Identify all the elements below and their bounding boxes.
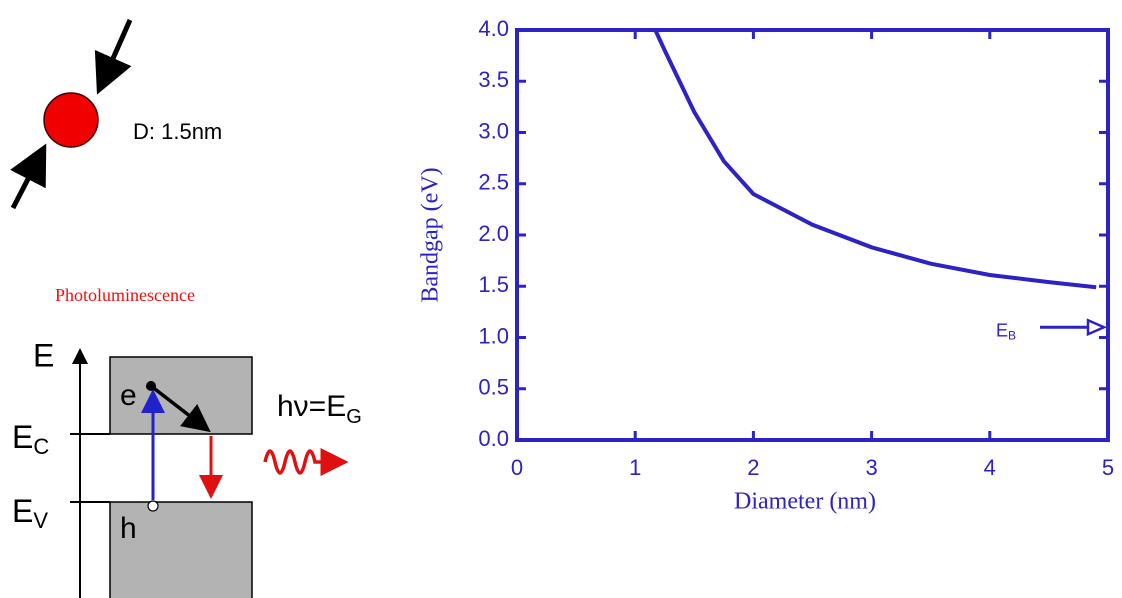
y-tick-label: 3.5: [478, 67, 509, 92]
band-diagram: [70, 348, 349, 598]
particle: [10, 18, 133, 210]
y-tick-label: 0.5: [478, 375, 509, 400]
ec-sub: C: [33, 434, 49, 459]
ev-sub: V: [33, 508, 48, 533]
photon-sub: G: [346, 406, 362, 428]
x-tick-label: 3: [865, 455, 877, 480]
y-tick-label: 2.5: [478, 170, 509, 195]
ec-main: E: [12, 419, 33, 455]
annotation-arrowhead: [1086, 318, 1108, 337]
y-axis-label: Bandgap (eV): [418, 167, 444, 302]
hole-label: h: [120, 512, 137, 545]
x-axis-label: Diameter (nm): [734, 489, 876, 515]
size-label: D: 1.5nm: [133, 119, 222, 144]
ev-label: EV: [12, 493, 48, 532]
photon-label: hν=EG: [277, 390, 362, 428]
annotation-sub: B: [1008, 328, 1016, 342]
x-tick-label: 5: [1102, 455, 1114, 480]
y-tick-label: 2.0: [478, 221, 509, 246]
energy-label: E: [33, 337, 54, 373]
curve: [653, 29, 1097, 290]
electron-label: e: [120, 379, 137, 412]
y-tick-label: 0.0: [478, 426, 509, 451]
photon-main: hν=E: [277, 390, 346, 423]
x-tick-label: 0: [511, 455, 523, 480]
x-tick-label: 1: [629, 455, 641, 480]
plot-frame: [515, 28, 1110, 442]
chart: Diameter (nm) Bandgap (eV): [418, 167, 876, 514]
y-tick-label: 4.0: [478, 16, 509, 41]
annotation: EB: [996, 320, 1016, 342]
annotation-main: E: [996, 320, 1008, 340]
x-tick-label: 4: [984, 455, 996, 480]
y-tick-label: 1.5: [478, 272, 509, 297]
y-tick-label: 1.0: [478, 323, 509, 348]
y-tick-label: 3.0: [478, 118, 509, 143]
ec-label: EC: [12, 419, 49, 458]
x-tick-label: 2: [747, 455, 759, 480]
diagram-title: Photoluminescence: [55, 285, 195, 305]
ev-main: E: [12, 493, 33, 529]
